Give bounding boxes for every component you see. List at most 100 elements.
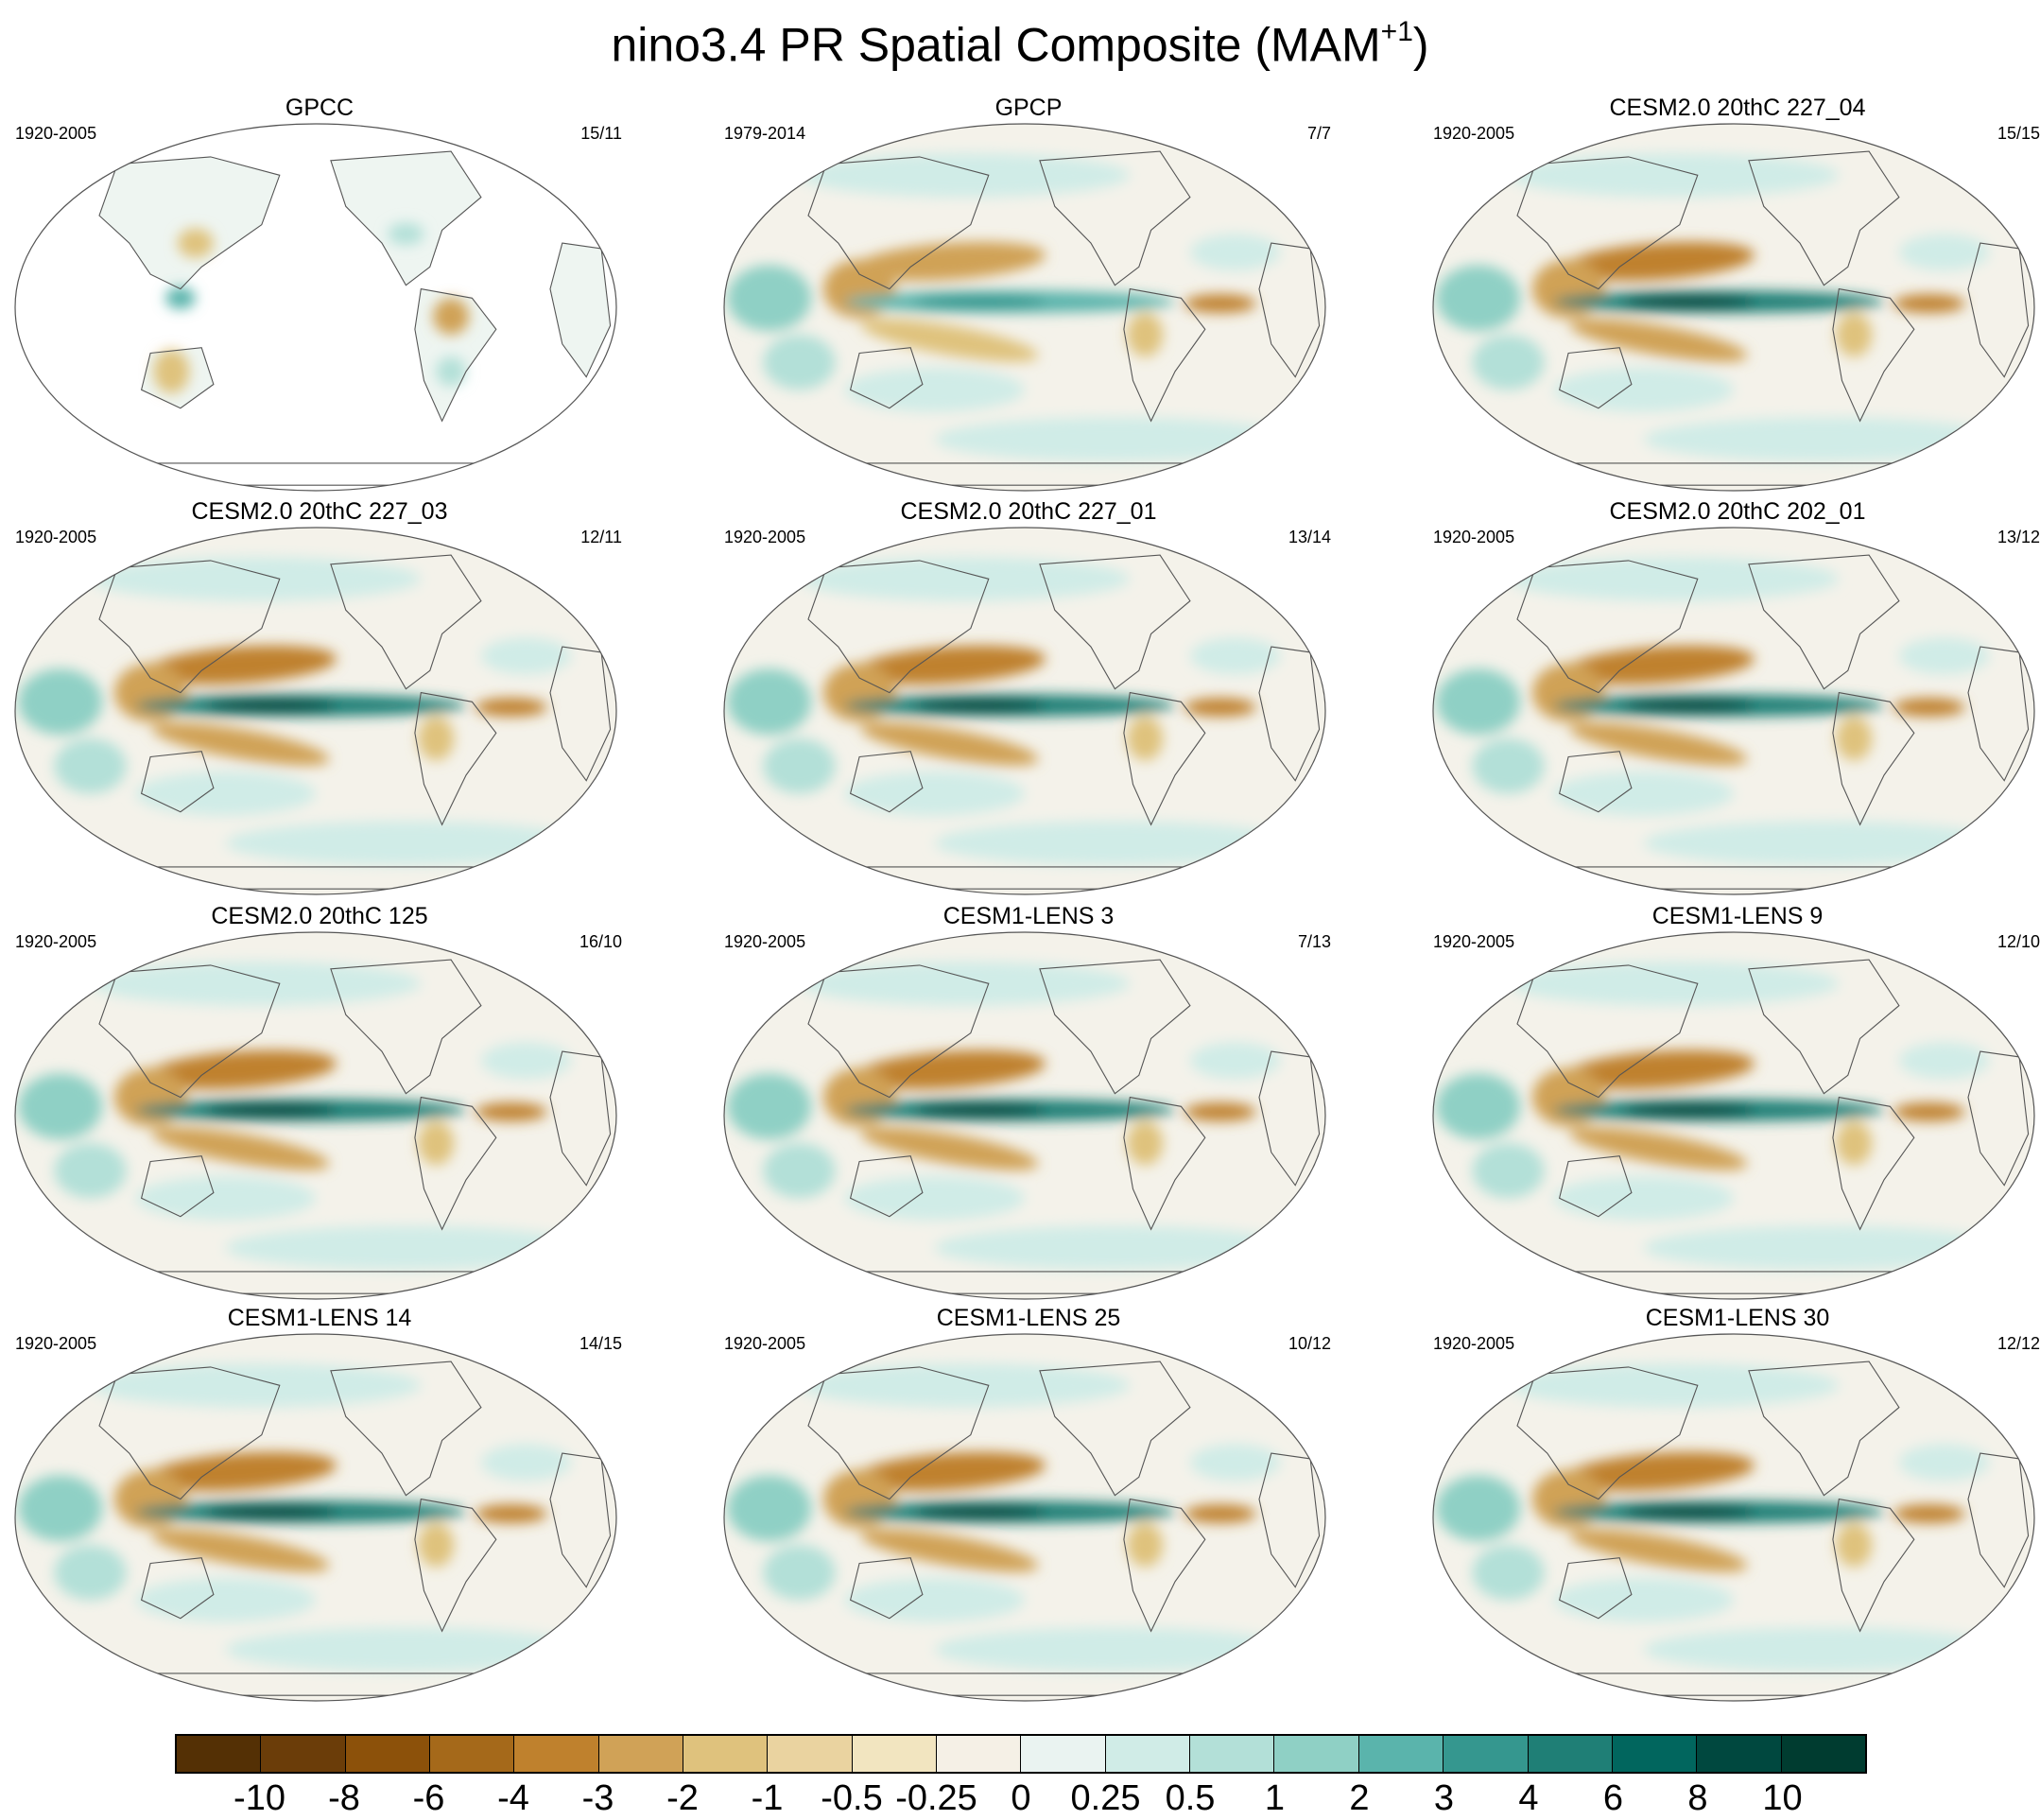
coastline-australia bbox=[1558, 347, 1633, 409]
map-panel: GPCC 1920-2005 15/11 bbox=[8, 95, 622, 496]
coastline-samerica bbox=[1832, 691, 1915, 826]
anomaly-atlantic-dry bbox=[1893, 294, 1965, 313]
map-field bbox=[1433, 1334, 2034, 1701]
map-plot bbox=[723, 123, 1326, 492]
panel-event-count: 14/15 bbox=[579, 1334, 622, 1353]
colorbar-label: 4 bbox=[1518, 1778, 1539, 1818]
map-outline bbox=[1432, 1333, 2035, 1702]
panel-period: 1920-2005 bbox=[1433, 1334, 1515, 1353]
anomaly-southwest-indian bbox=[763, 1143, 836, 1199]
anomaly-north-dry-band bbox=[144, 1049, 337, 1090]
anomaly-south-america bbox=[436, 356, 466, 387]
anomaly-maritime-dry bbox=[1531, 1067, 1605, 1127]
panel-title: CESM1-LENS 9 bbox=[1651, 903, 1824, 929]
anomaly-maritime-dry bbox=[113, 663, 187, 722]
anomaly-indian-ocean bbox=[18, 1073, 103, 1140]
anomaly-south-dry-band bbox=[860, 722, 1039, 766]
colorbar-label: -4 bbox=[497, 1778, 529, 1818]
anomaly-south-ocean bbox=[1643, 1225, 2005, 1270]
coastline-asia bbox=[807, 560, 990, 694]
map-panel: CESM2.0 20thC 227_03 1920-2005 12/11 bbox=[8, 498, 622, 900]
panel-title: CESM1-LENS 14 bbox=[227, 1305, 412, 1331]
anomaly-south-pacific bbox=[1553, 771, 1734, 816]
coastline-namerica bbox=[330, 959, 482, 1095]
coastline-namerica bbox=[1748, 959, 1900, 1095]
map-outline bbox=[14, 123, 617, 492]
anomaly-south-ocean bbox=[934, 821, 1296, 865]
map-field bbox=[1433, 124, 2034, 491]
panel-title: CESM1-LENS 3 bbox=[942, 903, 1115, 929]
coastline-namerica bbox=[1039, 1361, 1191, 1497]
anomaly-indian-ocean bbox=[18, 668, 103, 736]
anomaly-south-pacific bbox=[135, 771, 316, 816]
anomaly-south-ocean bbox=[225, 1225, 587, 1270]
anomaly-amazon-dry bbox=[1836, 716, 1873, 761]
coastlines bbox=[1478, 554, 2030, 890]
coastline-australia bbox=[1558, 1155, 1633, 1218]
map-outline bbox=[14, 931, 617, 1300]
anomaly-south-pacific bbox=[844, 368, 1025, 412]
colorbar-bins bbox=[175, 1734, 1867, 1774]
anomaly-amazon-dry bbox=[1127, 312, 1164, 357]
colorbar-label: -1 bbox=[751, 1778, 784, 1818]
coastline-australia bbox=[1558, 1557, 1633, 1620]
panel-title: GPCP bbox=[994, 95, 1063, 121]
anomaly-south-dry-band bbox=[151, 722, 330, 766]
anomaly-atlantic-dry bbox=[1893, 1504, 1965, 1523]
coastline-asia bbox=[98, 156, 281, 290]
coastline-namerica bbox=[330, 150, 482, 286]
anomaly-southwest-indian bbox=[54, 738, 127, 794]
coastline-samerica bbox=[414, 1498, 497, 1633]
anomaly-amazon bbox=[433, 298, 470, 336]
colorbar-label: 6 bbox=[1602, 1778, 1624, 1818]
anomaly-south-pacific bbox=[1553, 368, 1734, 412]
anomaly-equatorial-core bbox=[204, 1504, 337, 1519]
anomaly-north-pacific bbox=[1508, 1363, 1840, 1408]
coastline-asia bbox=[1516, 156, 1699, 290]
anomaly-amazon-dry bbox=[1836, 312, 1873, 357]
anomaly-atlantic-dry bbox=[475, 1504, 547, 1523]
anomaly-south-dry-band bbox=[1569, 1529, 1748, 1572]
anomaly-atlantic-dry bbox=[475, 698, 547, 717]
colorbar-label: 2 bbox=[1349, 1778, 1370, 1818]
colorbar-label: 0 bbox=[1011, 1778, 1031, 1818]
map-plot bbox=[1432, 527, 2035, 895]
anomaly-north-dry-band bbox=[1562, 1049, 1755, 1090]
map-field bbox=[15, 528, 616, 894]
map-panel: CESM1-LENS 9 1920-2005 12/10 bbox=[1426, 903, 2040, 1305]
anomaly-south-dry-band bbox=[1569, 722, 1748, 766]
anomaly-north-atlantic bbox=[1898, 234, 1990, 271]
coastline-asia bbox=[98, 964, 281, 1099]
coastlines bbox=[769, 959, 1321, 1294]
anomaly-indian-ocean bbox=[1436, 265, 1521, 332]
colorbar-bin bbox=[683, 1736, 769, 1772]
panel-event-count: 7/7 bbox=[1306, 124, 1331, 143]
panel-title: CESM1-LENS 30 bbox=[1645, 1305, 1830, 1331]
anomaly-south-pacific bbox=[844, 771, 1025, 816]
anomaly-north-pacific bbox=[799, 153, 1131, 198]
anomaly-maritime-dry bbox=[822, 1469, 896, 1529]
panel-period: 1920-2005 bbox=[1433, 932, 1515, 951]
map-outline bbox=[1432, 931, 2035, 1300]
coastline-asia bbox=[1516, 560, 1699, 694]
map-outline bbox=[723, 527, 1326, 895]
anomaly-south-dry-band bbox=[151, 1127, 330, 1170]
coastline-australia bbox=[1558, 751, 1633, 813]
colorbar-bin bbox=[1781, 1736, 1865, 1772]
coastline-asia bbox=[807, 1366, 990, 1500]
map-panel: CESM2.0 20thC 227_04 1920-2005 15/15 bbox=[1426, 95, 2040, 496]
map-field bbox=[15, 1334, 616, 1701]
colorbar-label: -2 bbox=[666, 1778, 699, 1818]
anomaly-australia bbox=[153, 349, 190, 394]
anomaly-southwest-indian bbox=[763, 335, 836, 390]
map-outline bbox=[1432, 123, 2035, 492]
anomaly-north-pacific bbox=[799, 557, 1131, 601]
map-field bbox=[1433, 528, 2034, 894]
coastline-samerica bbox=[1123, 1498, 1206, 1633]
panel-period: 1920-2005 bbox=[1433, 528, 1515, 546]
colorbar-bin bbox=[598, 1736, 684, 1772]
land-namerica bbox=[330, 151, 481, 286]
colorbar-label: 1 bbox=[1264, 1778, 1286, 1818]
anomaly-south-pacific bbox=[135, 1176, 316, 1221]
anomaly-south-pacific bbox=[844, 1578, 1025, 1622]
